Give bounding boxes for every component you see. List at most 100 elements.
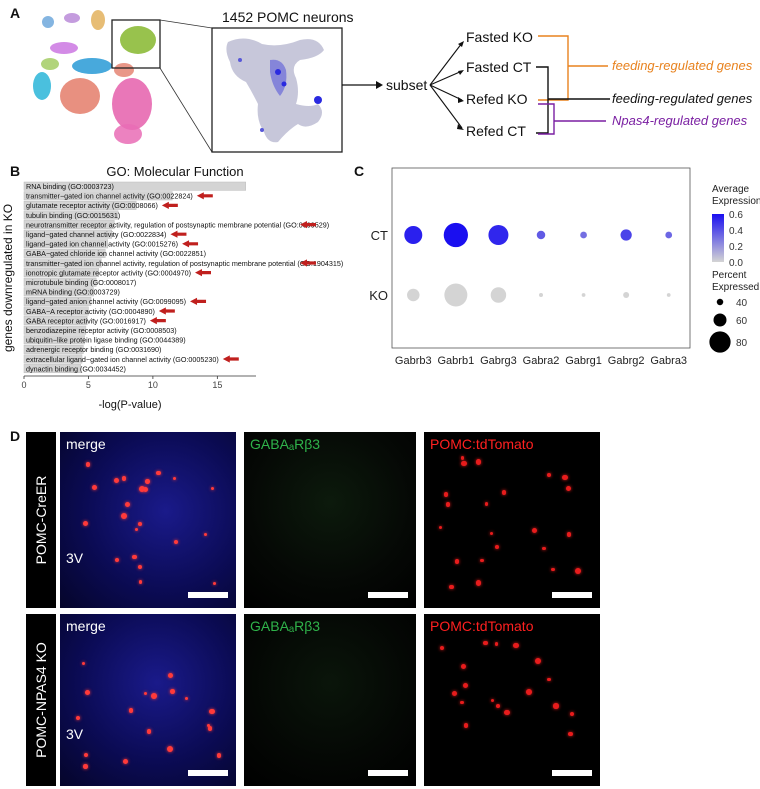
cell-punctum (504, 709, 510, 716)
bracket-fasted-ct-refed-ct (536, 66, 549, 134)
go-bar-label: ligand−gated ion channel activity (GO:00… (26, 240, 178, 249)
go-chart-xlabel: -log(P-value) (99, 399, 162, 411)
dot-mark (539, 293, 543, 297)
cell-punctum (151, 692, 157, 699)
go-bar-label: neurotransmitter receptor activity, regu… (26, 220, 329, 229)
channel-label-gabaa: GABAₐRβ3 (250, 436, 321, 452)
cell-punctum (494, 642, 499, 646)
cell-punctum (484, 502, 488, 506)
size-legend-dot (709, 331, 731, 353)
size-legend-tick: 60 (736, 316, 748, 327)
cell-punctum (114, 478, 120, 484)
scale-bar (368, 770, 408, 776)
go-bar (23, 277, 97, 287)
highlight-arrow (300, 259, 316, 267)
annotation-feeding-ct: feeding-regulated genes (612, 91, 753, 106)
color-legend-tick: 0.0 (729, 258, 743, 269)
dot-mark (581, 293, 586, 297)
go-bar (23, 181, 246, 191)
dot-mark (443, 222, 468, 248)
go-bar (23, 287, 94, 297)
micrograph-creer-tdtomato: POMC:tdTomato (424, 432, 600, 608)
channel-label-gabaa: GABAₐRβ3 (250, 618, 321, 634)
cell-punctum (134, 527, 139, 532)
cell-punctum (568, 731, 573, 737)
annotation-feeding-ko: feeding-regulated genes (612, 58, 753, 73)
umap-title: 1452 POMC neurons (222, 9, 354, 25)
cell-punctum (138, 486, 145, 493)
go-x-tick-label: 5 (86, 380, 91, 390)
go-bar-label: RNA binding (GO:0003723) (26, 182, 114, 191)
go-bar (23, 258, 102, 268)
cell-punctum (85, 462, 90, 467)
cell-punctum (501, 490, 507, 495)
go-chart-ylabel: genes downregulated in KO (1, 204, 15, 352)
color-legend-title: Average Expression (712, 184, 760, 207)
highlight-arrow (161, 201, 178, 209)
cell-punctum (210, 487, 215, 491)
ventricle-label: 3V (66, 726, 84, 742)
size-legend-dot (716, 298, 724, 306)
cell-punctum (496, 704, 501, 709)
cell-punctum (542, 546, 546, 551)
cell-punctum (546, 677, 551, 682)
dot-x-label: Gabrg2 (608, 355, 645, 367)
color-legend-tick: 0.2 (729, 242, 743, 253)
dot-x-label: Gabrg3 (480, 355, 517, 367)
cell-punctum (475, 459, 482, 465)
cell-punctum (566, 532, 572, 537)
go-bar (23, 268, 100, 278)
cell-punctum (76, 716, 81, 720)
scale-bar (552, 592, 592, 598)
bracket-refed-ko-refed-ct (538, 103, 555, 135)
highlight-arrow (190, 297, 207, 305)
umap-plot (33, 10, 156, 144)
cell-punctum (445, 502, 451, 507)
panel-a-figure: 1452 POMC neurons subset Fasted KO Faste… (33, 9, 753, 153)
cell-punctum (463, 723, 468, 728)
panel-label-d: D (10, 428, 21, 444)
zoom-box (111, 19, 161, 69)
go-bar-label: adrenergic receptor binding (GO:0031690) (26, 345, 161, 354)
dot-mark (623, 292, 630, 298)
scale-bar (552, 770, 592, 776)
scale-bar (188, 770, 228, 776)
cell-punctum (137, 564, 143, 570)
micrograph-creer-gabaa: GABAₐRβ3 (244, 432, 416, 608)
dot-mark (666, 293, 671, 297)
go-bar (23, 296, 92, 306)
cell-punctum (212, 582, 216, 586)
cell-punctum (203, 532, 208, 536)
go-bar (23, 248, 106, 258)
go-bar-label: GABA−A receptor activity (GO:0004890) (26, 307, 155, 316)
go-bar-label: tubulin binding (GO:0015631) (26, 211, 120, 220)
go-bar-label: ubiquitin−like protein ligase binding (G… (26, 336, 186, 345)
cell-punctum (92, 485, 98, 491)
cell-punctum (156, 471, 161, 476)
go-bar-label: microtubule binding (GO:0008017) (26, 278, 136, 287)
go-x-tick-label: 15 (212, 380, 222, 390)
panel-label-a: A (10, 5, 21, 21)
cell-punctum (449, 584, 454, 590)
cell-punctum (440, 645, 445, 650)
go-bar (23, 191, 173, 201)
cell-punctum (138, 521, 143, 526)
dot-row-label: KO (369, 288, 388, 303)
size-legend-tick: 40 (736, 298, 748, 309)
go-bar (23, 220, 115, 230)
cell-punctum (145, 478, 150, 484)
highlight-arrow (300, 221, 316, 229)
channel-label-merge: merge (66, 436, 106, 452)
go-bar-label: benzodiazepine receptor activity (GO:000… (26, 326, 177, 335)
dot-plot-frame (391, 167, 691, 349)
go-bar-label: mRNA binding (GO:0003729) (26, 288, 120, 297)
micrograph-ko-gabaa: GABAₐRβ3 (244, 614, 416, 786)
dot-mark (444, 283, 468, 307)
cell-punctum (439, 525, 443, 530)
cell-punctum (460, 456, 465, 460)
highlight-arrow (158, 307, 175, 315)
go-x-tick-label: 10 (148, 380, 158, 390)
go-bar (23, 200, 137, 210)
group-refed-ko: Refed KO (466, 91, 528, 107)
dot-mark (407, 288, 420, 302)
